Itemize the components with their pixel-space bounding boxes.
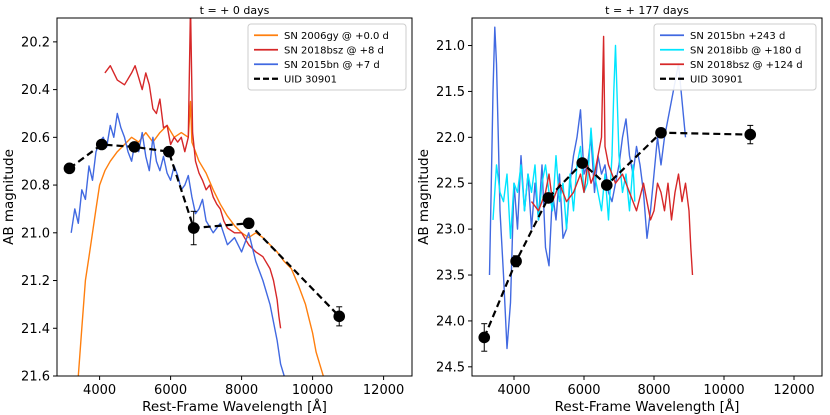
x-axis-label: Rest-Frame Wavelength [Å] [142, 398, 327, 415]
y-tick-label: 21.4 [21, 322, 50, 337]
y-tick-label: 22.5 [436, 177, 465, 192]
photometry-point [510, 255, 522, 268]
y-tick-label: 24.5 [436, 360, 465, 375]
plot-frame [56, 17, 413, 377]
legend-entry: SN 2006gy @ +0.0 d [284, 31, 389, 42]
legend-entry: SN 2015bn +243 d [690, 31, 785, 42]
photometry-line [483, 131, 751, 338]
x-tick-label: 4000 [83, 383, 116, 398]
photometry-point [333, 310, 346, 323]
series-line-sn-2018bsz-124-d [530, 35, 694, 276]
plot-area [63, 18, 346, 376]
photometry-point [242, 217, 255, 230]
legend-entry: SN 2018bsz @ +8 d [284, 45, 384, 56]
legend-entry: UID 30901 [284, 74, 337, 85]
y-tick-label: 24.0 [436, 314, 465, 329]
series-line-sn-2006gy-0-0-d [77, 100, 324, 376]
chart-title: t = + 0 days [200, 4, 270, 17]
y-tick-label: 20.6 [21, 131, 50, 146]
photometry-point [163, 145, 175, 158]
legend-box [653, 23, 817, 91]
x-tick-label: 12000 [773, 383, 814, 398]
y-tick-label: 23.5 [436, 269, 465, 284]
photometry-point [63, 162, 76, 175]
plot-area [478, 26, 757, 352]
legend-entry: SN 2015bn @ +7 d [284, 60, 380, 71]
x-tick-label: 12000 [363, 383, 404, 398]
x-tick-label: 8000 [225, 383, 258, 398]
x-tick-label: 10000 [292, 383, 333, 398]
photometry-point [744, 128, 757, 141]
legend: SN 2015bn +243 d SN 2018ibb @ +180 d SN 20… [653, 23, 817, 91]
photometry-point [600, 179, 613, 191]
series-line-sn-2018ibb-180-d [492, 44, 636, 240]
y-tick-label: 23.0 [436, 223, 465, 238]
y-tick-label: 20.8 [21, 179, 50, 194]
photometry-point [187, 222, 200, 234]
x-axis-label: Rest-Frame Wavelength [Å] [555, 398, 740, 415]
legend: SN 2006gy @ +0.0 d SN 2018bsz @ +8 d SN 20… [247, 23, 407, 91]
legend-entry: UID 30901 [690, 74, 743, 85]
x-tick-label: 6000 [154, 383, 187, 398]
x-tick-label: 8000 [637, 383, 670, 398]
photometry-point [576, 157, 589, 169]
y-tick-label: 21.6 [21, 370, 50, 385]
x-tick-label: 10000 [703, 383, 744, 398]
legend-entry: SN 2018bsz @ +124 d [690, 60, 803, 71]
y-tick-label: 21.0 [21, 226, 50, 241]
y-tick-label: 21.5 [436, 85, 465, 100]
x-tick-label: 6000 [567, 383, 600, 398]
chart-panel-right: 4000 6000 8000 10000 12000 21.0 21.5 22.0 22.5 23… [416, 4, 823, 415]
legend-entry: SN 2018ibb @ +180 d [690, 45, 801, 56]
y-tick-label: 20.2 [21, 35, 50, 50]
photometry-point [128, 141, 141, 153]
photometry-point [478, 331, 491, 344]
plot-frame [471, 17, 823, 377]
series-line-sn-2018bsz-8-d [104, 18, 282, 329]
photometry-point [542, 192, 555, 204]
y-tick-label: 22.0 [436, 131, 465, 146]
chart-title: t = + 177 days [605, 4, 689, 17]
photometry-point [95, 138, 108, 151]
chart-panel-left: 4000 6000 8000 10000 12000 20.2 20.4 20.6 20.8 21… [1, 4, 413, 415]
photometry-point [655, 126, 667, 139]
legend-box [247, 23, 407, 91]
y-axis-label: AB magnitude [1, 149, 17, 245]
y-axis-label: AB magnitude [416, 149, 432, 245]
y-tick-label: 21.0 [436, 39, 465, 54]
y-tick-label: 20.4 [21, 83, 50, 98]
y-tick-label: 21.2 [21, 274, 50, 289]
series-line-sn-2015bn-7-d [70, 112, 285, 376]
x-tick-label: 4000 [497, 383, 530, 398]
